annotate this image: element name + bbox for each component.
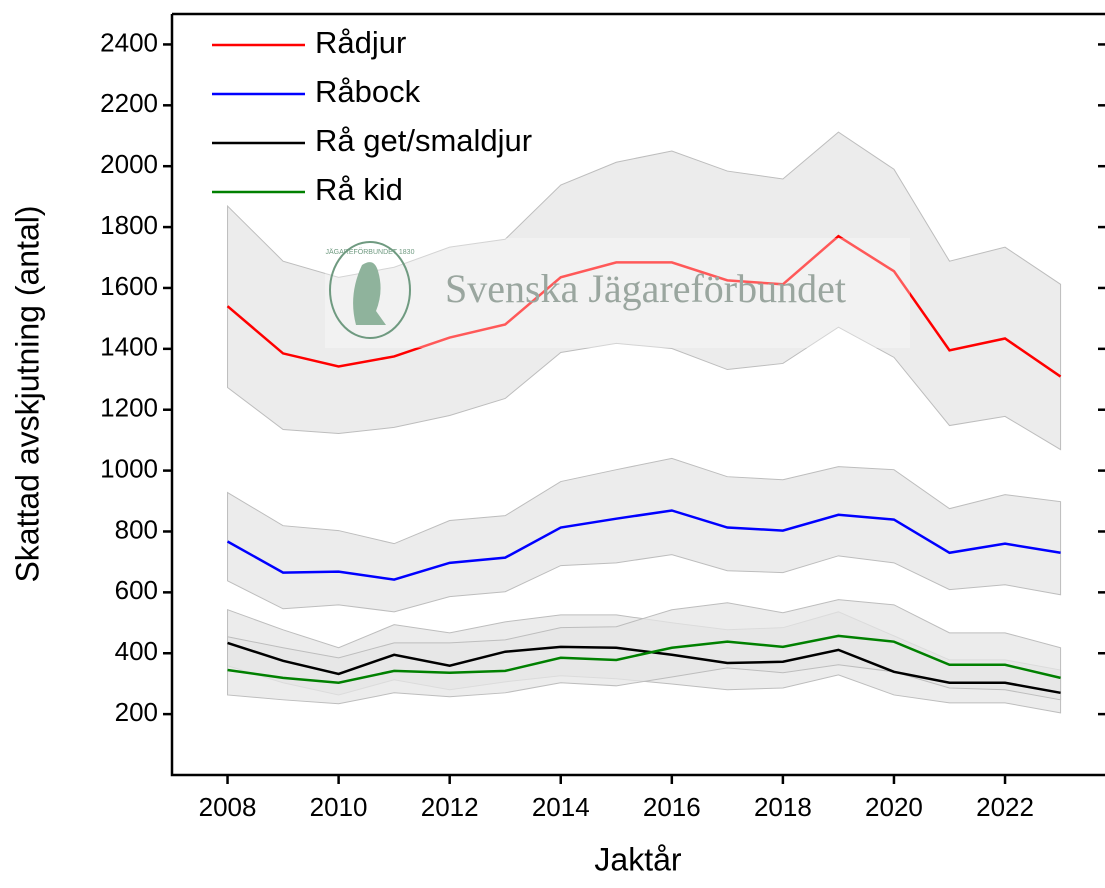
x-tick-label: 2008 [199,792,257,822]
y-tick-label: 1200 [100,393,158,423]
y-tick-label: 1000 [100,453,158,483]
y-tick-label: 800 [115,514,158,544]
bands [227,131,1062,714]
y-axis-label: Skattad avskjutning (antal) [9,205,45,582]
series-line [226,509,1061,581]
legend-label: Rå kid [315,172,403,207]
y-tick-label: 1400 [100,332,158,362]
y-tick-label: 2000 [100,149,158,179]
lines [226,234,1062,695]
legend: Rådjur Råbock Rå get/smaldjur Rå kid [212,25,532,207]
watermark-logo [329,241,411,339]
series-line [227,641,1061,695]
watermark-box [325,238,910,348]
x-axis-label: Jaktår [594,841,681,877]
x-tick-label: 2014 [532,792,590,822]
watermark-text: Svenska Jägareförbundet [445,266,846,311]
x-tick-label: 2012 [421,792,479,822]
watermark-logo-text: JÄGAREFÖRBUNDET 1830 [326,248,415,256]
legend-label: Rådjur [315,25,406,60]
watermark: JÄGAREFÖRBUNDET 1830 Svenska Jägareförbu… [325,238,910,348]
y-tick-label: 200 [115,697,158,727]
y-tick-label: 1600 [100,271,158,301]
y-tick-label: 1800 [100,210,158,240]
y-tick-label: 2200 [100,88,158,118]
confidence-band [227,457,1062,613]
x-tick-label: 2016 [643,792,701,822]
series-line [227,634,1061,685]
x-tick-label: 2010 [310,792,368,822]
x-tick-label: 2018 [754,792,812,822]
y-tick-label: 2400 [100,27,158,57]
series-line [226,234,1062,378]
legend-label: Rå get/smaldjur [315,123,532,158]
x-tick-label: 2020 [865,792,923,822]
y-tick-label: 400 [115,636,158,666]
x-tick-label: 2022 [976,792,1034,822]
watermark-eagle [353,262,386,325]
axis-frame [170,12,1105,777]
legend-label: Råbock [315,74,421,109]
confidence-band [227,131,1062,451]
y-tick-label: 600 [115,575,158,605]
axes: 200 400 600 800 1000 1200 1400 1600 1800 2000 2200… [100,12,1105,822]
